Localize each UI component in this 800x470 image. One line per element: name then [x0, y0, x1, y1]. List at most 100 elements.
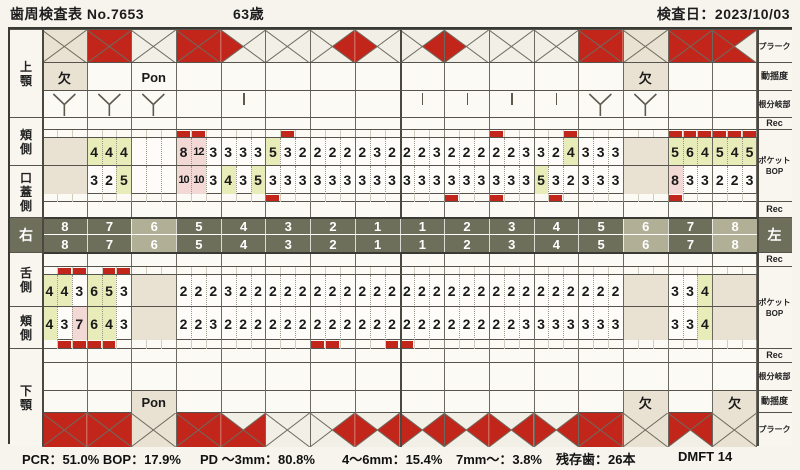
missing-tooth-label: 欠: [712, 391, 757, 413]
pocket-value: 3: [370, 138, 385, 166]
grid-line: [668, 307, 669, 340]
pocket-value: 3: [206, 307, 221, 340]
tooth-number-cell: 2: [444, 218, 489, 235]
pocket-value: 2: [280, 307, 295, 340]
sub-divider: [519, 275, 520, 307]
pocket-value: 2: [519, 275, 534, 307]
grid-line: [668, 194, 669, 202]
pocket-value: 2: [548, 138, 563, 166]
pocket-value: 3: [116, 275, 131, 307]
pocket-value: 5: [534, 166, 549, 194]
page-title: 歯周検査表 No.7653: [10, 4, 144, 24]
lower-furcation-row: [42, 362, 757, 390]
plaque-cell: [623, 30, 668, 63]
sub-divider: [116, 307, 117, 340]
sub-divider: [295, 138, 296, 166]
sub-divider: [504, 307, 505, 340]
grid-line: [623, 413, 624, 447]
upper-mobility-row: 欠Pon欠: [42, 62, 757, 90]
tooth-number-cell: 3: [489, 218, 534, 235]
grid-line: [221, 202, 222, 218]
grid-line: [489, 138, 490, 166]
sub-divider: [519, 166, 520, 194]
stat-pd3: PD ～3mm：80.8%: [200, 449, 315, 468]
furcation-mark: [578, 91, 623, 118]
upper-tooth-number-row: 8765432112345678: [42, 217, 757, 234]
grid-line: [534, 138, 535, 166]
grid-line: [712, 91, 713, 118]
grid-line: [131, 63, 132, 91]
grid-line: [489, 91, 490, 118]
grid-line: [697, 194, 698, 202]
grid-line: [712, 202, 713, 218]
plaque-cell: [534, 30, 579, 63]
pocket-value: 7: [72, 307, 87, 340]
grid-line: [712, 30, 713, 63]
sub-divider: [593, 166, 594, 194]
grid-line: [712, 275, 713, 307]
stat-pcr-bop: PCR：51.0% BOP：17.9%: [22, 449, 181, 468]
grid-line: [489, 166, 490, 194]
sub-divider: [370, 166, 371, 194]
lower-rec-row: [42, 348, 757, 362]
pocket-cell: 435: [221, 166, 266, 194]
tooth-number-cell: 4: [221, 218, 266, 235]
sub-divider: [414, 275, 415, 307]
tooth-number-cell: 5: [578, 235, 623, 253]
pocket-value: 2: [414, 275, 429, 307]
grid-line: [623, 30, 624, 63]
pocket-value: 3: [519, 138, 534, 166]
grid-line: [400, 91, 402, 118]
sub-divider: [370, 307, 371, 340]
pocket-value: 4: [563, 138, 578, 166]
mobility-cell: [400, 63, 445, 91]
sub-divider: [325, 275, 326, 307]
pocket-value: 3: [548, 166, 563, 194]
band-frame-top: [42, 217, 757, 219]
sub-divider: [608, 275, 609, 307]
mobility-cell: [489, 391, 534, 413]
row-group-label-left: 頬 側: [10, 306, 42, 348]
grid-line: [265, 349, 266, 363]
sub-divider: [325, 166, 326, 194]
plaque-cell: [489, 30, 534, 63]
grid-line: [534, 340, 535, 349]
mobility-cell: [668, 391, 713, 413]
sub-divider: [563, 166, 564, 194]
grid-line: [176, 363, 177, 391]
grid-line: [534, 413, 535, 447]
sub-divider: [280, 275, 281, 307]
pocket-value: 3: [370, 166, 385, 194]
pocket-cell: [623, 166, 668, 194]
pocket-value: 2: [206, 275, 221, 307]
grid-line: [87, 413, 88, 447]
grid-line: [221, 349, 222, 363]
grid-line: [251, 194, 252, 202]
mobility-cell: [444, 63, 489, 91]
grid-line: [87, 275, 88, 307]
tooth-number-cell: 8: [712, 218, 757, 235]
pocket-value: 2: [340, 138, 355, 166]
pocket-value: 2: [474, 138, 489, 166]
grid-line: [176, 413, 177, 447]
pocket-cell: 222: [265, 307, 310, 340]
pocket-value: 2: [295, 307, 310, 340]
pocket-value: 2: [563, 166, 578, 194]
grid-line: [161, 194, 162, 202]
grid-line: [489, 275, 490, 307]
sub-divider: [340, 166, 341, 194]
pocket-value: 2: [563, 275, 578, 307]
pocket-value: 4: [102, 307, 117, 340]
pocket-cell: 545: [712, 138, 757, 166]
lower-rec-row: [42, 252, 757, 266]
pocket-value: 3: [251, 138, 266, 166]
grid-line: [265, 275, 266, 307]
grid-line: [176, 349, 177, 363]
grid-line: [444, 91, 445, 118]
root-tick: [422, 93, 424, 105]
sub-divider: [116, 138, 117, 166]
grid-line: [265, 391, 266, 413]
pocket-cell: 833: [668, 166, 713, 194]
upper-palatal-pocket-row: 3251010343533333333333333333353233383322…: [42, 165, 757, 193]
pocket-value: 2: [176, 307, 191, 340]
